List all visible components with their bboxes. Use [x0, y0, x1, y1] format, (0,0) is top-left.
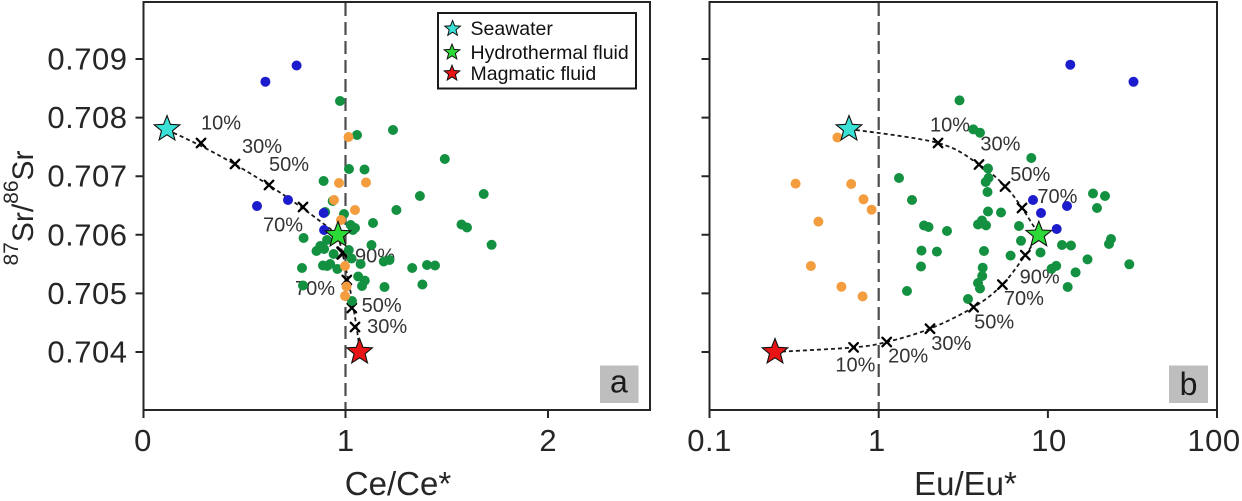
- svg-text:1: 1: [337, 423, 354, 458]
- svg-text:50%: 50%: [974, 312, 1014, 334]
- svg-text:70%: 70%: [1004, 288, 1044, 310]
- svg-text:10: 10: [1031, 423, 1066, 458]
- svg-text:0.705: 0.705: [47, 276, 127, 311]
- svg-text:30%: 30%: [931, 333, 971, 355]
- svg-text:0.707: 0.707: [47, 159, 127, 194]
- svg-text:Seawater: Seawater: [471, 18, 554, 40]
- svg-text:a: a: [610, 364, 628, 400]
- svg-text:0.704: 0.704: [47, 335, 127, 370]
- svg-text:87Sr/86Sr: 87Sr/86Sr: [0, 150, 40, 265]
- svg-text:2: 2: [539, 423, 556, 458]
- svg-text:30%: 30%: [242, 136, 282, 158]
- svg-text:30%: 30%: [367, 316, 407, 338]
- svg-text:30%: 30%: [980, 134, 1020, 156]
- svg-text:10%: 10%: [930, 115, 970, 137]
- svg-text:0.708: 0.708: [47, 100, 127, 135]
- svg-text:10%: 10%: [201, 113, 241, 135]
- svg-text:20%: 20%: [888, 346, 928, 368]
- svg-text:Eu/Eu*: Eu/Eu*: [914, 465, 1017, 501]
- svg-text:Hydrothermal fluid: Hydrothermal fluid: [471, 42, 629, 64]
- svg-text:70%: 70%: [263, 215, 303, 237]
- svg-text:0.1: 0.1: [687, 423, 732, 458]
- svg-text:0.709: 0.709: [47, 42, 127, 77]
- svg-text:Ce/Ce*: Ce/Ce*: [345, 465, 452, 501]
- svg-text:50%: 50%: [1010, 164, 1050, 186]
- svg-text:Magmatic fluid: Magmatic fluid: [471, 63, 597, 85]
- svg-text:0: 0: [134, 423, 151, 458]
- svg-text:50%: 50%: [362, 295, 402, 317]
- svg-text:0.706: 0.706: [47, 217, 127, 252]
- svg-text:b: b: [1180, 366, 1198, 402]
- svg-text:10%: 10%: [835, 355, 875, 377]
- svg-text:1: 1: [868, 423, 886, 458]
- svg-text:100: 100: [1187, 423, 1240, 458]
- svg-text:50%: 50%: [269, 154, 309, 176]
